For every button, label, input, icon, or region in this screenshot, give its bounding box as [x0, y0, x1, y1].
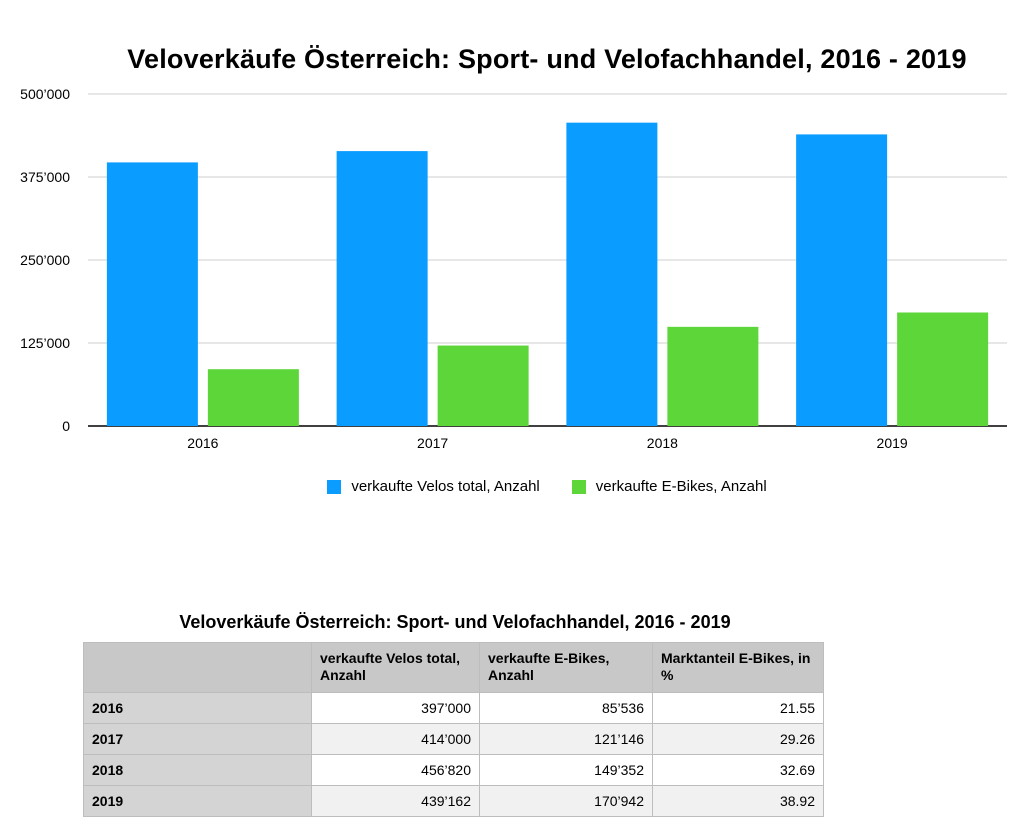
- x-tick-label: 2016: [187, 435, 218, 451]
- table-cell: 439’162: [311, 785, 480, 817]
- table-header-cell: [83, 642, 312, 693]
- table-cell: 29.26: [652, 723, 824, 755]
- table-row-label: 2018: [83, 754, 312, 786]
- x-tick-label: 2018: [647, 435, 678, 451]
- y-axis-ticks: 0 125’000 250’000 375’000 500’000: [20, 86, 70, 434]
- bars: [106, 122, 989, 427]
- chart-title: Veloverkäufe Österreich: Sport- und Velo…: [127, 44, 967, 74]
- x-tick-label: 2017: [417, 435, 448, 451]
- bar-ebikes-2018: [667, 326, 759, 426]
- y-tick-label: 125’000: [20, 335, 70, 351]
- legend-swatch-velos: [327, 479, 342, 494]
- x-axis-ticks: 2016 2017 2018 2019: [187, 435, 908, 451]
- table-cell: 170’942: [479, 785, 653, 817]
- bar-velos-2019: [796, 134, 888, 427]
- table-row-label: 2017: [83, 723, 312, 755]
- bar-velos-2016: [106, 162, 198, 426]
- table-cell: 21.55: [652, 692, 824, 724]
- table-row: 2016 397’000 85’536 21.55: [83, 692, 824, 724]
- table-row: 2018 456’820 149’352 32.69: [83, 754, 824, 786]
- bar-ebikes-2019: [897, 312, 989, 426]
- y-tick-label: 250’000: [20, 252, 70, 268]
- table-cell: 38.92: [652, 785, 824, 817]
- legend-label-ebikes: verkaufte E-Bikes, Anzahl: [595, 478, 767, 495]
- table-header-cell: verkaufte Velos total, Anzahl: [311, 642, 480, 693]
- bar-velos-2018: [566, 122, 658, 427]
- table-cell: 414’000: [311, 723, 480, 755]
- table-header-row: verkaufte Velos total, Anzahl verkaufte …: [83, 642, 824, 693]
- bar-ebikes-2016: [207, 369, 299, 426]
- table-row: 2017 414’000 121’146 29.26: [83, 723, 824, 755]
- y-tick-label: 500’000: [20, 86, 70, 102]
- y-tick-label: 0: [62, 418, 70, 434]
- table-cell: 149’352: [479, 754, 653, 786]
- x-tick-label: 2019: [877, 435, 908, 451]
- table-row: 2019 439’162 170’942 38.92: [83, 785, 824, 817]
- data-table: verkaufte Velos total, Anzahl verkaufte …: [83, 642, 824, 817]
- table-header-cell: verkaufte E-Bikes, Anzahl: [479, 642, 653, 693]
- legend-item-ebikes: verkaufte E-Bikes, Anzahl: [571, 478, 767, 495]
- bar-velos-2017: [336, 151, 428, 426]
- table-cell: 121’146: [479, 723, 653, 755]
- table-cell: 85’536: [479, 692, 653, 724]
- bar-ebikes-2017: [437, 345, 529, 426]
- table-cell: 32.69: [652, 754, 824, 786]
- legend: verkaufte Velos total, Anzahl verkaufte …: [0, 478, 1024, 495]
- table-title: Veloverkäufe Österreich: Sport- und Velo…: [179, 612, 731, 632]
- legend-label-velos: verkaufte Velos total, Anzahl: [351, 478, 540, 495]
- y-tick-label: 375’000: [20, 169, 70, 185]
- table-header-cell: Marktanteil E-Bikes, in %: [652, 642, 824, 693]
- table-row-label: 2016: [83, 692, 312, 724]
- table-cell: 397’000: [311, 692, 480, 724]
- table-cell: 456’820: [311, 754, 480, 786]
- legend-item-velos: verkaufte Velos total, Anzahl: [327, 478, 540, 495]
- legend-swatch-ebikes: [571, 479, 586, 494]
- table-row-label: 2019: [83, 785, 312, 817]
